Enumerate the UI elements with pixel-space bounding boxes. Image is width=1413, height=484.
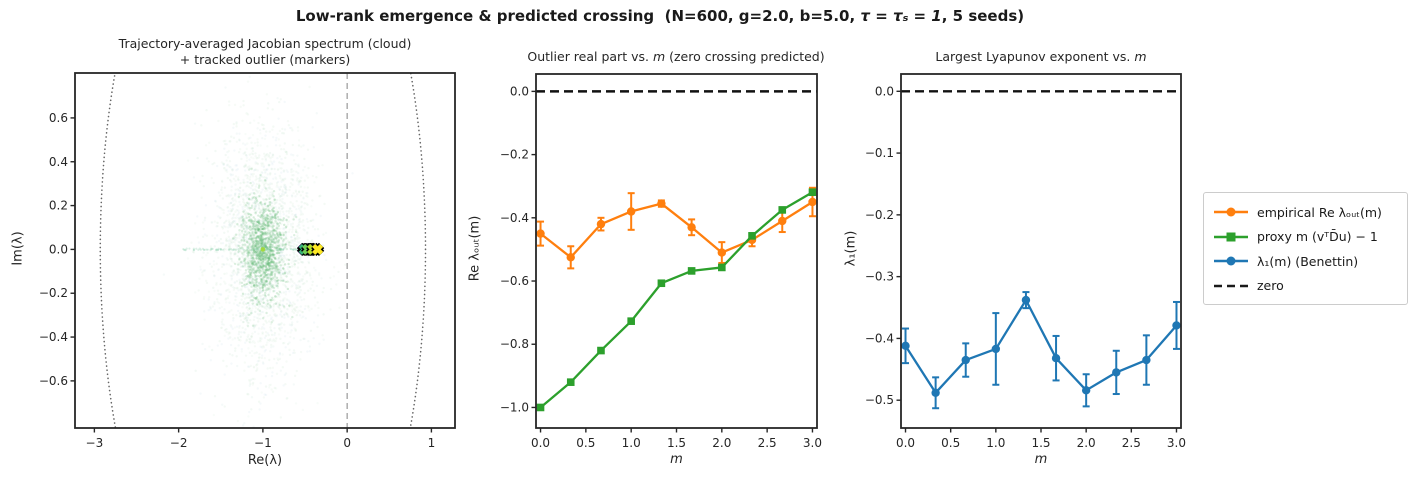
spectrum-plot-spines xyxy=(74,72,456,429)
legend-line-circle-icon xyxy=(1212,204,1250,220)
outlier-plot-series-1 xyxy=(536,188,817,412)
y-tick-label: 0.6 xyxy=(49,111,68,125)
x-tick-label: 1.5 xyxy=(1031,436,1050,450)
y-tick-label: −1.0 xyxy=(500,400,529,414)
legend-line-circle-icon xyxy=(1212,253,1250,269)
legend: empirical Re λₒᵤₜ(m) proxy m (vᵀD̄u) − 1… xyxy=(1203,192,1408,305)
x-tick-label: 0 xyxy=(343,436,351,450)
y-tick-label: 0.0 xyxy=(875,84,894,98)
outlier-plot: 0.0 0.5 1.0 1.5 2.0 2.5 3.0 0.0 −0.2 −0.4 −0.6 −0.8… xyxy=(500,73,822,450)
outlier-title-pre: Outlier real part vs. xyxy=(527,49,653,64)
outlier-title-m: m xyxy=(652,49,666,64)
spectrum-title-line1: Trajectory-averaged Jacobian spectrum (c… xyxy=(118,36,412,51)
x-tick-label: 1.0 xyxy=(986,436,1005,450)
figure-title: Low-rank emergence & predicted crossing … xyxy=(0,7,1320,25)
y-tick-label: 0.0 xyxy=(49,242,68,256)
spectrum-yaxis-label: Im(λ) xyxy=(10,231,26,266)
x-tick-label: 0.0 xyxy=(531,436,550,450)
lyapunov-plot-spines xyxy=(900,73,1182,429)
x-tick-label: −2 xyxy=(170,436,188,450)
x-tick-label: 2.5 xyxy=(1122,436,1141,450)
figure-title-math: τ = τₛ = 1 xyxy=(860,7,942,25)
y-tick-label: −0.6 xyxy=(500,274,529,288)
x-tick-label: 1.5 xyxy=(667,436,686,450)
eigenvalue-cloud xyxy=(162,75,354,428)
x-tick-label: −1 xyxy=(254,436,272,450)
lyapunov-plot-series-0 xyxy=(901,291,1181,410)
spectrum-plot-area xyxy=(99,73,427,428)
lyapunov-xaxis-label: m xyxy=(1034,452,1048,467)
lyapunov-title-m: m xyxy=(1134,49,1147,64)
x-tick-label: 1.0 xyxy=(622,436,641,450)
spectrum-xaxis-label: Re(λ) xyxy=(247,453,283,468)
x-tick-label: 0.5 xyxy=(576,436,595,450)
y-tick-label: −0.6 xyxy=(39,374,68,388)
legend-label: empirical Re λₒᵤₜ(m) xyxy=(1257,204,1382,220)
y-tick-label: −0.1 xyxy=(865,146,894,160)
x-tick-label: 2.5 xyxy=(758,436,777,450)
spectrum-title-line2: + tracked outlier (markers) xyxy=(179,52,351,67)
x-tick-label: 0.0 xyxy=(896,436,915,450)
y-tick-label: −0.2 xyxy=(865,208,894,222)
x-tick-label: 1 xyxy=(428,436,436,450)
legend-item-zero: zero xyxy=(1212,274,1401,298)
lyapunov-yaxis-label: λ₁(m) xyxy=(843,230,859,267)
spectral-boundary-circle xyxy=(99,73,427,428)
y-tick-label: −0.4 xyxy=(865,331,894,345)
y-tick-label: 0.2 xyxy=(49,199,68,213)
legend-label: λ₁(m) (Benettin) xyxy=(1257,253,1359,269)
figure-title-suffix: , 5 seeds) xyxy=(941,7,1025,25)
outlier-yaxis-label: Re λₒᵤₜ(m) xyxy=(467,215,483,282)
x-tick-label: 2.0 xyxy=(712,436,731,450)
legend-item-proxy: proxy m (vᵀD̄u) − 1 xyxy=(1212,225,1401,249)
outlier-plot-title: Outlier real part vs. m (zero crossing p… xyxy=(466,49,886,65)
spectrum-plot: −3 −2 −1 0 1 0.6 0.4 0.2 0.0 −0.2 −0.4 −0.6 xyxy=(39,72,456,450)
x-tick-label: 3.0 xyxy=(1167,436,1186,450)
lyapunov-plot: 0.0 0.5 1.0 1.5 2.0 2.5 3.0 0.0 −0.1 −0.2 −0.3 −0.4… xyxy=(865,73,1186,450)
legend-line-square-icon xyxy=(1212,229,1250,245)
legend-dashed-line-icon xyxy=(1212,278,1250,294)
y-tick-label: −0.5 xyxy=(865,393,894,407)
figure-title-text: Low-rank emergence & predicted crossing … xyxy=(295,7,861,25)
x-tick-label: 3.0 xyxy=(803,436,822,450)
x-tick-label: −3 xyxy=(86,436,104,450)
outlier-title-post: (zero crossing predicted) xyxy=(665,49,825,64)
legend-label: proxy m (vᵀD̄u) − 1 xyxy=(1257,229,1378,245)
tracked-outlier-markers xyxy=(296,242,325,256)
legend-item-lyapunov: λ₁(m) (Benettin) xyxy=(1212,249,1401,273)
y-tick-label: 0.0 xyxy=(510,84,529,98)
y-tick-label: 0.4 xyxy=(49,155,68,169)
lyapunov-plot-title: Largest Lyapunov exponent vs. m xyxy=(871,49,1211,65)
y-tick-label: −0.4 xyxy=(500,211,529,225)
x-tick-label: 0.5 xyxy=(941,436,960,450)
y-tick-label: −0.8 xyxy=(500,337,529,351)
y-tick-label: −0.2 xyxy=(500,148,529,162)
outlier-xaxis-label: m xyxy=(670,452,683,467)
y-tick-label: −0.2 xyxy=(39,286,68,300)
lyapunov-title-pre: Largest Lyapunov exponent vs. xyxy=(935,49,1135,64)
outlier-plot-series-0 xyxy=(536,186,817,270)
x-tick-label: 2.0 xyxy=(1077,436,1096,450)
legend-item-empirical: empirical Re λₒᵤₜ(m) xyxy=(1212,200,1401,224)
y-tick-label: −0.3 xyxy=(865,270,894,284)
spectrum-plot-title: Trajectory-averaged Jacobian spectrum (c… xyxy=(35,36,495,68)
legend-label: zero xyxy=(1257,278,1284,294)
y-tick-label: −0.4 xyxy=(39,330,68,344)
